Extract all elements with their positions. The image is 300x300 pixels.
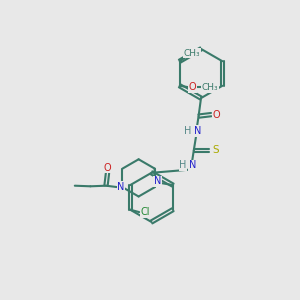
Text: N: N [189, 160, 197, 170]
Text: O: O [213, 110, 220, 120]
Text: H: H [179, 160, 187, 170]
Text: N: N [117, 182, 125, 192]
Text: O: O [104, 163, 111, 173]
Text: N: N [154, 176, 161, 187]
Text: N: N [194, 126, 201, 136]
Text: CH₃: CH₃ [202, 83, 219, 92]
Text: H: H [184, 126, 191, 136]
Text: CH₃: CH₃ [184, 49, 201, 58]
Text: O: O [188, 82, 196, 92]
Text: Cl: Cl [140, 207, 150, 217]
Text: S: S [212, 145, 219, 155]
